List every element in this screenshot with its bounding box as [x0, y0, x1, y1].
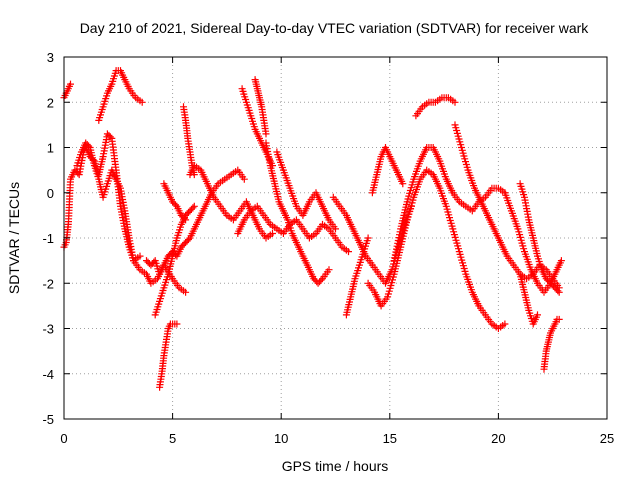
data-point-markers [143, 166, 248, 278]
y-tick-label: -2 [42, 276, 54, 291]
x-tick-label: 0 [60, 431, 67, 446]
data-point-markers [262, 139, 333, 287]
y-tick-label: 3 [47, 50, 54, 65]
y-tick-label: 0 [47, 186, 54, 201]
chart-title: Day 210 of 2021, Sidereal Day-to-day VTE… [80, 20, 590, 36]
series-arc-19 [364, 166, 509, 332]
data-point-markers [160, 180, 190, 224]
series-arc-8 [160, 180, 190, 224]
series-arc-20 [390, 144, 509, 265]
x-tick-label: 20 [491, 431, 505, 446]
data-point-markers [451, 121, 563, 292]
data-point-markers [60, 80, 74, 102]
data-point-markers [540, 315, 563, 373]
series-arc-23 [501, 189, 565, 296]
y-tick-label: 2 [47, 95, 54, 110]
y-tick-label: 1 [47, 141, 54, 156]
data-point-markers [186, 162, 276, 242]
series-arc-14 [234, 202, 352, 256]
data-point-markers [390, 144, 509, 265]
y-tick-label: -3 [42, 322, 54, 337]
data-point-markers [273, 148, 339, 233]
series-arc-6 [151, 202, 198, 319]
y-tick-label: -4 [42, 367, 54, 382]
series-arc-22 [451, 121, 563, 292]
x-axis-label: GPS time / hours [282, 458, 389, 474]
data-points [60, 67, 565, 391]
series-arc-5 [143, 166, 248, 278]
series-arc-18 [368, 144, 407, 197]
y-tick-label: -5 [42, 412, 54, 427]
series-arc-4 [73, 139, 190, 296]
data-point-markers [73, 139, 190, 296]
data-point-markers [95, 67, 146, 124]
y-tick-label: -1 [42, 231, 54, 246]
x-tick-label: 10 [274, 431, 288, 446]
series-arc-17 [342, 234, 372, 319]
series-arc-3 [95, 67, 146, 124]
data-point-markers [156, 320, 181, 391]
series-arc-26 [540, 315, 563, 373]
series-arc-15 [273, 148, 339, 233]
data-point-markers [342, 234, 372, 319]
series-arc-24 [516, 180, 563, 296]
series-arc-13 [262, 139, 333, 287]
series-arc-10 [186, 162, 276, 242]
data-point-markers [234, 202, 352, 256]
series-arc-12 [251, 76, 270, 138]
data-point-markers [251, 76, 270, 138]
series-arc-25 [516, 270, 541, 328]
series-arc-7 [156, 320, 181, 391]
y-axis-label: SDTVAR / TECUs [6, 182, 22, 294]
data-point-markers [516, 180, 563, 296]
data-point-markers [151, 202, 198, 319]
data-point-markers [501, 189, 565, 296]
data-point-markers [368, 144, 407, 197]
x-tick-label: 25 [600, 431, 614, 446]
x-tick-label: 5 [169, 431, 176, 446]
data-point-markers [412, 94, 459, 120]
series-arc-21 [412, 94, 459, 120]
series-arc-1 [60, 80, 74, 102]
data-point-markers [516, 270, 541, 328]
axis-ticks: 0 5 10 15 20 25 -5 -4 -3 -2 -1 0 1 2 3 [42, 50, 614, 446]
x-tick-label: 15 [383, 431, 397, 446]
data-point-markers [364, 166, 509, 332]
